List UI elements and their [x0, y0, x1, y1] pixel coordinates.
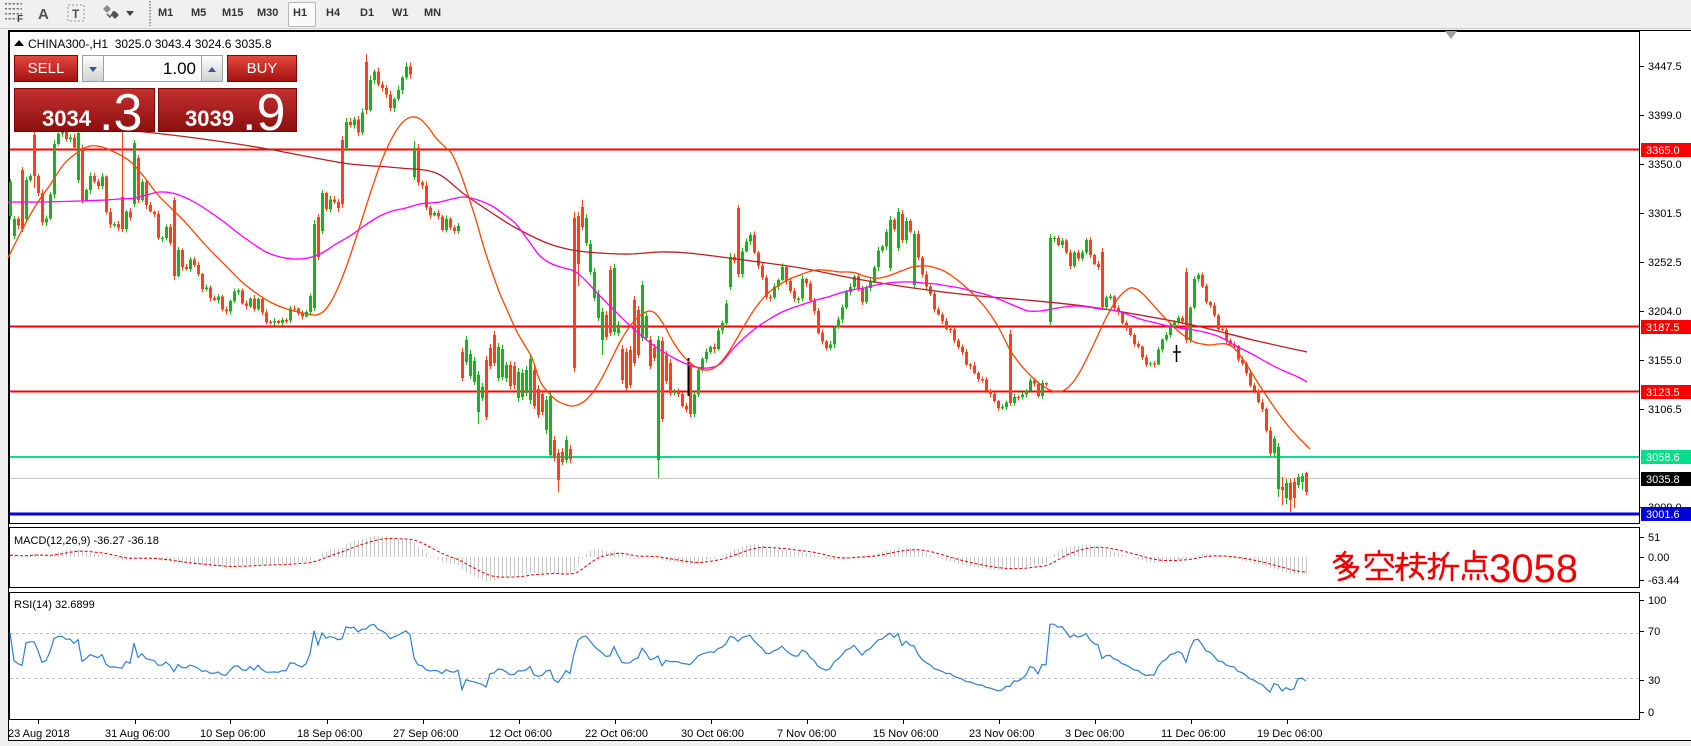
svg-text:3252.5: 3252.5 [1648, 257, 1682, 269]
svg-text:3204.0: 3204.0 [1648, 306, 1682, 318]
svg-text:3123.5: 3123.5 [1646, 387, 1680, 399]
svg-text:-63.44: -63.44 [1648, 575, 1679, 587]
svg-text:30 Oct 06:00: 30 Oct 06:00 [681, 728, 744, 740]
svg-text:30: 30 [1648, 675, 1660, 687]
svg-text:15 Nov 06:00: 15 Nov 06:00 [873, 728, 938, 740]
svg-text:18 Sep 06:00: 18 Sep 06:00 [297, 728, 362, 740]
svg-text:3350.0: 3350.0 [1648, 159, 1682, 171]
svg-text:3447.5: 3447.5 [1648, 61, 1682, 73]
svg-text:3035.8: 3035.8 [1646, 474, 1680, 486]
svg-text:3301.5: 3301.5 [1648, 208, 1682, 220]
svg-text:T: T [72, 7, 80, 21]
svg-text:3399.0: 3399.0 [1648, 110, 1682, 122]
svg-text:3365.0: 3365.0 [1646, 145, 1680, 157]
svg-text:23 Nov 06:00: 23 Nov 06:00 [969, 728, 1034, 740]
svg-text:22 Oct 06:00: 22 Oct 06:00 [585, 728, 648, 740]
svg-text:3155.0: 3155.0 [1648, 355, 1682, 367]
svg-text:3058: 3058 [1489, 547, 1578, 591]
svg-text:23 Aug 2018: 23 Aug 2018 [8, 728, 70, 740]
svg-text:31 Aug 06:00: 31 Aug 06:00 [105, 728, 170, 740]
svg-text:CHINA300-,H1 3025.0 3043.4 30: CHINA300-,H1 3025.0 3043.4 3024.6 3035.8 [28, 37, 272, 51]
svg-text:19 Dec 06:00: 19 Dec 06:00 [1257, 728, 1322, 740]
svg-text:0.00: 0.00 [1648, 552, 1669, 564]
svg-text:100: 100 [1648, 595, 1666, 607]
svg-text:3001.6: 3001.6 [1646, 509, 1680, 521]
svg-text:RSI(14) 32.6899: RSI(14) 32.6899 [14, 599, 95, 611]
svg-text:F: F [17, 14, 23, 25]
svg-text:70: 70 [1648, 626, 1660, 638]
svg-text:11 Dec 06:00: 11 Dec 06:00 [1161, 728, 1226, 740]
svg-text:51: 51 [1648, 532, 1660, 544]
svg-text:3058.6: 3058.6 [1646, 452, 1680, 464]
svg-text:0: 0 [1648, 707, 1654, 719]
svg-text:3187.5: 3187.5 [1646, 322, 1680, 334]
svg-text:A: A [38, 6, 49, 23]
svg-text:12 Oct 06:00: 12 Oct 06:00 [489, 728, 552, 740]
svg-text:10 Sep 06:00: 10 Sep 06:00 [200, 728, 265, 740]
svg-text:3106.5: 3106.5 [1648, 404, 1682, 416]
svg-text:3 Dec 06:00: 3 Dec 06:00 [1065, 728, 1124, 740]
svg-text:7 Nov 06:00: 7 Nov 06:00 [777, 728, 836, 740]
svg-text:27 Sep 06:00: 27 Sep 06:00 [393, 728, 458, 740]
svg-text:MACD(12,26,9) -36.27 -36.18: MACD(12,26,9) -36.27 -36.18 [14, 535, 159, 547]
